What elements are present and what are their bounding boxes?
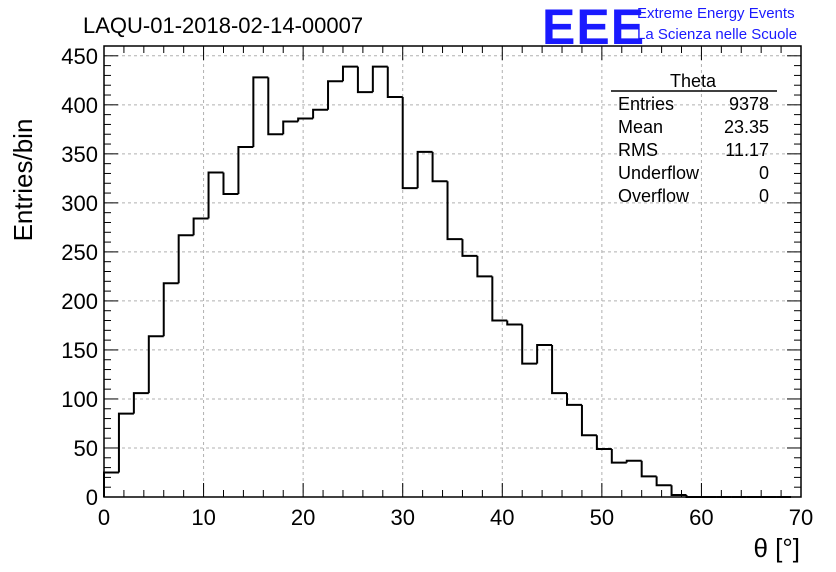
y-tick-label: 150 xyxy=(61,338,98,363)
y-tick-label: 200 xyxy=(61,289,98,314)
histogram-bin xyxy=(327,80,343,110)
histogram-bin xyxy=(222,172,239,196)
histogram-bin xyxy=(312,108,329,119)
x-tick-label: 70 xyxy=(789,505,813,530)
y-axis-title: Entries/bin xyxy=(8,119,38,242)
histogram-bin xyxy=(446,181,463,241)
x-tick-label: 20 xyxy=(291,505,315,530)
histogram-bin xyxy=(431,151,448,183)
y-tick-label: 400 xyxy=(61,93,98,118)
plot-frame xyxy=(103,45,802,498)
y-tick-label: 450 xyxy=(61,44,98,69)
histogram-bin xyxy=(267,77,284,136)
y-tick-label: 0 xyxy=(86,485,98,510)
histogram-bin xyxy=(416,150,433,189)
x-axis-title: θ [°] xyxy=(753,533,800,563)
histogram-bin xyxy=(580,404,597,437)
stats-row-value: 11.17 xyxy=(725,140,769,160)
histogram-bin xyxy=(341,65,358,82)
histogram-bin xyxy=(476,255,493,278)
histogram-bin xyxy=(401,96,418,190)
y-tick-label: 100 xyxy=(61,387,98,412)
x-tick-label: 40 xyxy=(490,505,514,530)
stats-rows: Entries 9378 Mean 23.35 RMS 11.17 Underflow 0 Ov… xyxy=(618,94,769,206)
x-tick-label: 0 xyxy=(98,505,110,530)
histogram-bin xyxy=(491,276,508,322)
histogram-bin xyxy=(551,345,568,395)
stats-row-label: Mean xyxy=(618,117,663,137)
histogram-bin xyxy=(506,320,523,326)
histogram-bin xyxy=(356,66,373,94)
histogram-bin xyxy=(521,324,538,365)
x-tick-label: 60 xyxy=(689,505,713,530)
y-tick-labels: 0 50 100 150 200 250 300 350 400 450 xyxy=(61,44,98,510)
grid xyxy=(104,46,801,497)
histogram-bin xyxy=(625,459,642,463)
y-tick-label: 300 xyxy=(61,191,98,216)
y-tick-label: 350 xyxy=(61,142,98,167)
histogram xyxy=(103,65,792,498)
histogram-bin xyxy=(192,217,209,236)
histogram-bin xyxy=(566,393,582,406)
logo-line-2: La Scienza nelle Scuole xyxy=(637,26,797,43)
histogram-bin xyxy=(117,412,134,473)
histogram-bin xyxy=(297,117,314,122)
stats-row-label: Underflow xyxy=(618,163,700,183)
histogram-bin xyxy=(655,476,672,487)
histogram-bin xyxy=(640,460,657,478)
chart-title: LAQU-01-2018-02-14-00007 xyxy=(83,13,363,38)
x-tick-label: 50 xyxy=(590,505,614,530)
histogram-bin xyxy=(536,344,553,364)
histogram-bin xyxy=(237,145,254,195)
logo-line-1: Extreme Energy Events xyxy=(637,5,795,22)
histogram-bin xyxy=(386,66,403,98)
histogram-bin xyxy=(147,335,164,394)
histogram-bin xyxy=(162,282,179,337)
histogram-bin xyxy=(595,435,612,450)
plot-area xyxy=(104,46,801,497)
stats-row-label: RMS xyxy=(618,140,658,160)
x-tick-label: 30 xyxy=(390,505,414,530)
histogram-bin xyxy=(371,65,388,93)
histogram-bin xyxy=(282,120,299,135)
y-tick-label: 250 xyxy=(61,240,98,265)
stats-row-value: 23.35 xyxy=(724,117,769,137)
x-tick-label: 10 xyxy=(191,505,215,530)
stats-box: Theta Entries 9378 Mean 23.35 RMS 11.17 Underf… xyxy=(611,71,777,206)
histogram-bin xyxy=(207,171,224,219)
histogram-bin xyxy=(177,234,194,284)
stats-row-value: 0 xyxy=(759,186,769,206)
x-tick-labels: 0 10 20 30 40 50 60 70 xyxy=(98,505,813,530)
stats-row-value: 0 xyxy=(759,163,769,183)
histogram-bin xyxy=(132,392,149,414)
y-tick-label: 50 xyxy=(74,436,98,461)
stats-row-label: Entries xyxy=(618,94,674,114)
stats-title: Theta xyxy=(670,71,717,91)
stats-row-label: Overflow xyxy=(618,186,690,206)
histogram-bin xyxy=(610,448,627,464)
stats-row-value: 9378 xyxy=(729,94,769,114)
histogram-bin xyxy=(252,76,269,147)
histogram-bin xyxy=(461,239,478,257)
